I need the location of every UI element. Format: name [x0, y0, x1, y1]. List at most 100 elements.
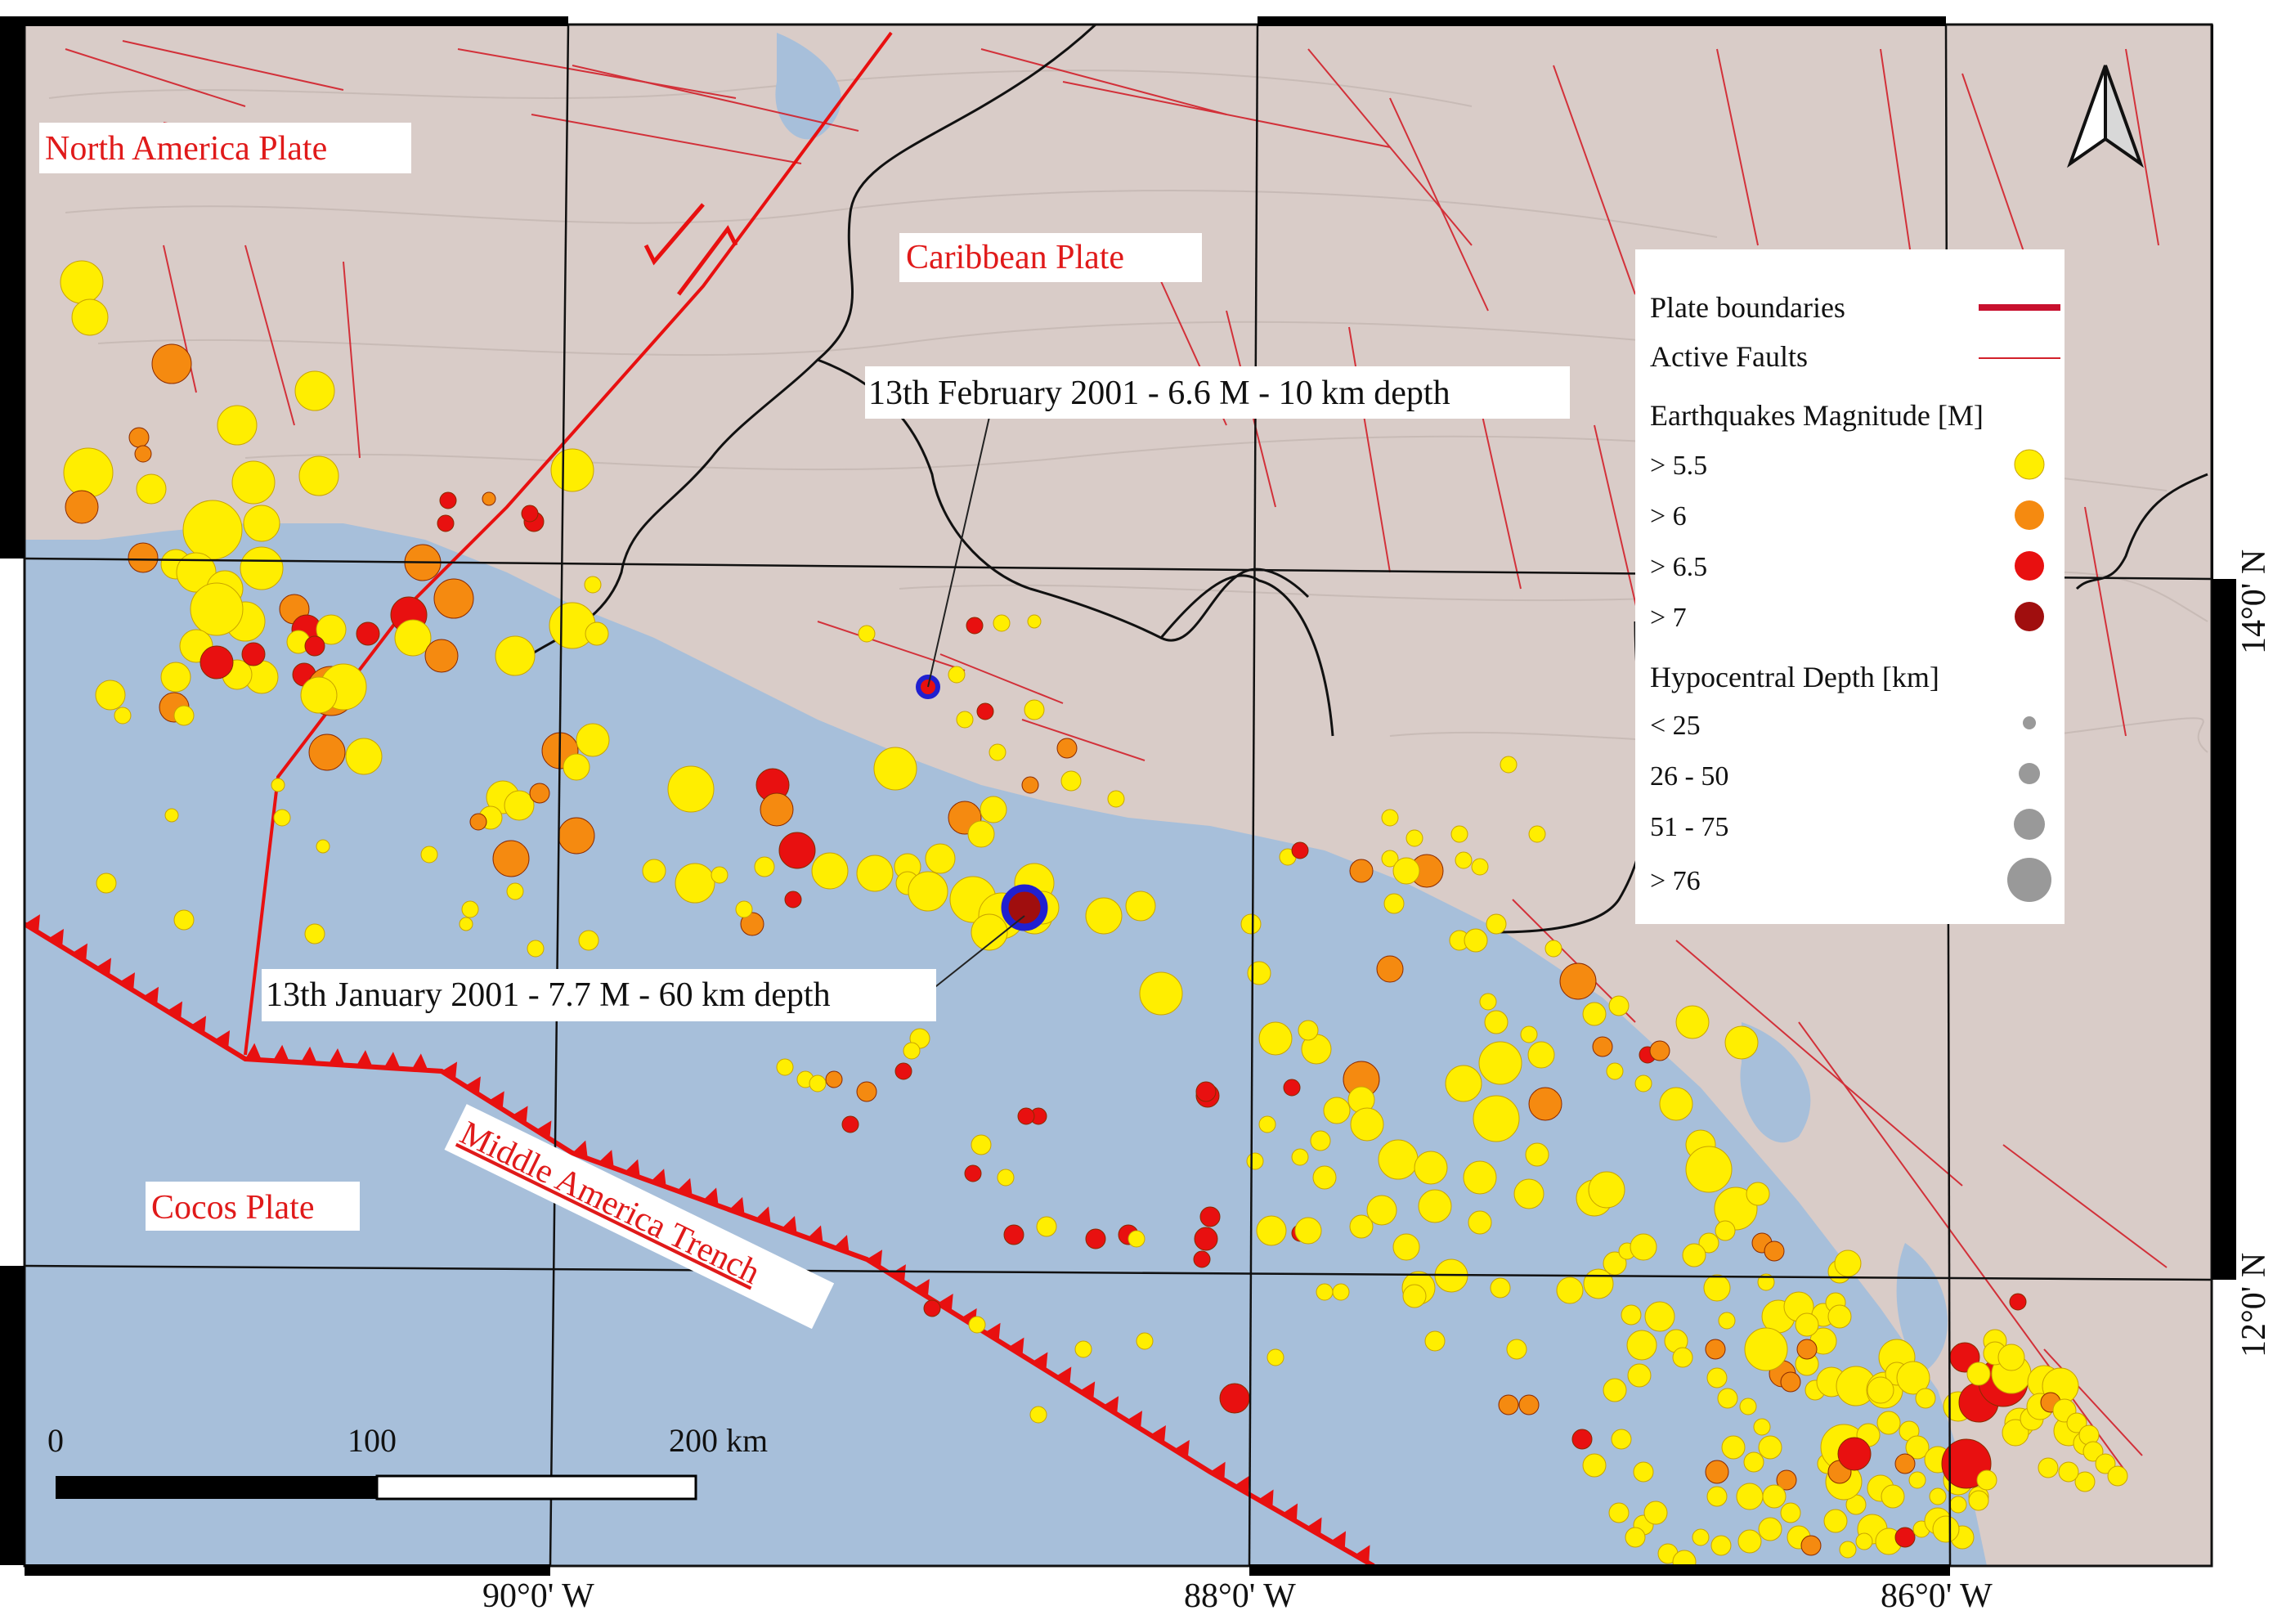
legend-magnitude-swatch	[2015, 500, 2044, 530]
earthquake-marker	[1827, 1304, 1852, 1329]
earthquake-marker	[1625, 1527, 1646, 1548]
earthquake-marker	[1739, 1397, 1757, 1415]
earthquake-marker	[811, 852, 849, 890]
earthquake-marker	[1896, 1361, 1930, 1395]
earthquake-marker	[1017, 1107, 1035, 1125]
earthquake-marker	[1800, 1535, 1822, 1556]
earthquake-marker	[1219, 1383, 1250, 1414]
earthquake-marker	[345, 738, 383, 775]
earthquake-marker	[1588, 1171, 1625, 1209]
earthquake-marker	[1312, 1165, 1337, 1190]
earthquake-marker	[1966, 1362, 1991, 1386]
earthquake-marker	[461, 900, 479, 918]
earthquake-marker	[1525, 1142, 1549, 1167]
earthquake-marker	[1908, 1471, 1926, 1489]
earthquake-marker	[1571, 1429, 1593, 1450]
earthquake-marker	[760, 792, 794, 827]
earthquake-marker	[1559, 962, 1597, 1000]
earthquake-marker	[1381, 809, 1399, 827]
earthquake-marker	[1376, 955, 1404, 983]
earthquake-marker	[1107, 790, 1125, 808]
trench-tooth	[1079, 1381, 1096, 1400]
earthquake-marker	[1837, 1437, 1872, 1471]
earthquake-marker	[976, 702, 994, 720]
earthquake-marker	[304, 923, 325, 944]
lat-label: 12°0' N	[2235, 1253, 2273, 1357]
legend-magnitude-swatch	[2015, 602, 2044, 631]
trench-tooth	[1282, 1503, 1298, 1522]
trench-tooth	[245, 1043, 262, 1061]
earthquake-marker	[1634, 1074, 1652, 1092]
earthquake-marker	[825, 1070, 843, 1088]
trench-tooth	[214, 1030, 231, 1049]
earthquake-marker	[1582, 1453, 1607, 1478]
scale-label: 0	[47, 1422, 64, 1459]
earthquake-marker	[433, 578, 474, 619]
earthquake-marker	[1195, 1081, 1217, 1102]
earthquake-marker	[1350, 1107, 1384, 1142]
earthquake-marker	[1705, 1460, 1729, 1484]
earthquake-marker	[506, 882, 524, 900]
earthquake-marker	[1527, 1041, 1555, 1069]
trench-tooth	[488, 1091, 504, 1110]
legend-depth-label: 51 - 75	[1650, 812, 1728, 842]
leader-line-feb	[927, 416, 990, 688]
trench-tooth	[1354, 1545, 1370, 1563]
earthquake-marker	[1746, 1182, 1770, 1206]
earthquake-marker	[1021, 776, 1039, 794]
earthquake-marker	[304, 635, 325, 657]
earthquake-marker	[173, 705, 195, 726]
earthquake-marker	[1721, 1435, 1746, 1460]
legend-depth-label: > 76	[1650, 866, 1701, 896]
trench-tooth	[913, 1279, 930, 1298]
earthquake-marker	[903, 1042, 921, 1060]
earthquake-marker	[1758, 1435, 1782, 1460]
earthquake-marker	[923, 1299, 941, 1317]
trench-tooth	[572, 1140, 588, 1159]
earthquake-marker	[1139, 971, 1183, 1016]
earthquake-marker	[271, 778, 285, 792]
earthquake-marker	[711, 866, 729, 884]
earthquake-marker	[550, 448, 594, 492]
trench-tooth	[1210, 1461, 1226, 1480]
earthquake-marker	[948, 666, 966, 684]
legend-magnitude-swatch	[2014, 449, 2045, 480]
earthquake-marker	[576, 723, 610, 757]
earthquake-marker	[1445, 1065, 1482, 1102]
earthquake-marker	[1498, 1394, 1519, 1415]
label-caribbean-plate: Caribbean Plate	[906, 239, 1124, 276]
earthquake-marker	[1949, 1496, 1967, 1514]
earthquake-marker	[1644, 1301, 1675, 1332]
earthquake-marker	[1705, 1339, 1726, 1360]
earthquake-marker	[1834, 1249, 1862, 1277]
trench-tooth	[702, 1187, 719, 1206]
earthquake-marker	[1659, 1087, 1693, 1121]
earthquake-marker	[1905, 1435, 1930, 1460]
legend-magnitude-swatch	[2015, 551, 2044, 581]
earthquake-marker	[1074, 1340, 1092, 1358]
lat-label: 14°0' N	[2235, 550, 2273, 654]
earthquake-marker	[1405, 829, 1423, 847]
earthquake-marker	[217, 405, 258, 446]
earthquake-marker	[1583, 1268, 1614, 1299]
earthquake-marker	[1698, 1232, 1719, 1254]
earthquake-marker	[1894, 1527, 1916, 1548]
earthquake-marker	[563, 753, 590, 781]
earthquake-marker	[894, 1062, 912, 1080]
earthquake-marker	[1603, 1378, 1627, 1402]
earthquake-marker	[585, 621, 609, 646]
earthquake-marker	[1298, 1020, 1319, 1041]
earthquake-marker	[71, 298, 109, 336]
earthquake-marker	[1706, 1486, 1728, 1507]
earthquake-marker	[128, 427, 150, 448]
trench-tooth	[1126, 1411, 1143, 1429]
earthquake-marker	[1823, 1509, 1848, 1533]
earthquake-marker	[495, 635, 536, 676]
earthquake-marker	[1649, 1040, 1670, 1061]
earthquake-marker	[1484, 1010, 1509, 1034]
earthquake-marker	[1608, 995, 1630, 1016]
earthquake-marker	[856, 855, 894, 892]
earthquake-marker	[1402, 1284, 1427, 1308]
earthquake-marker	[2058, 1461, 2079, 1483]
